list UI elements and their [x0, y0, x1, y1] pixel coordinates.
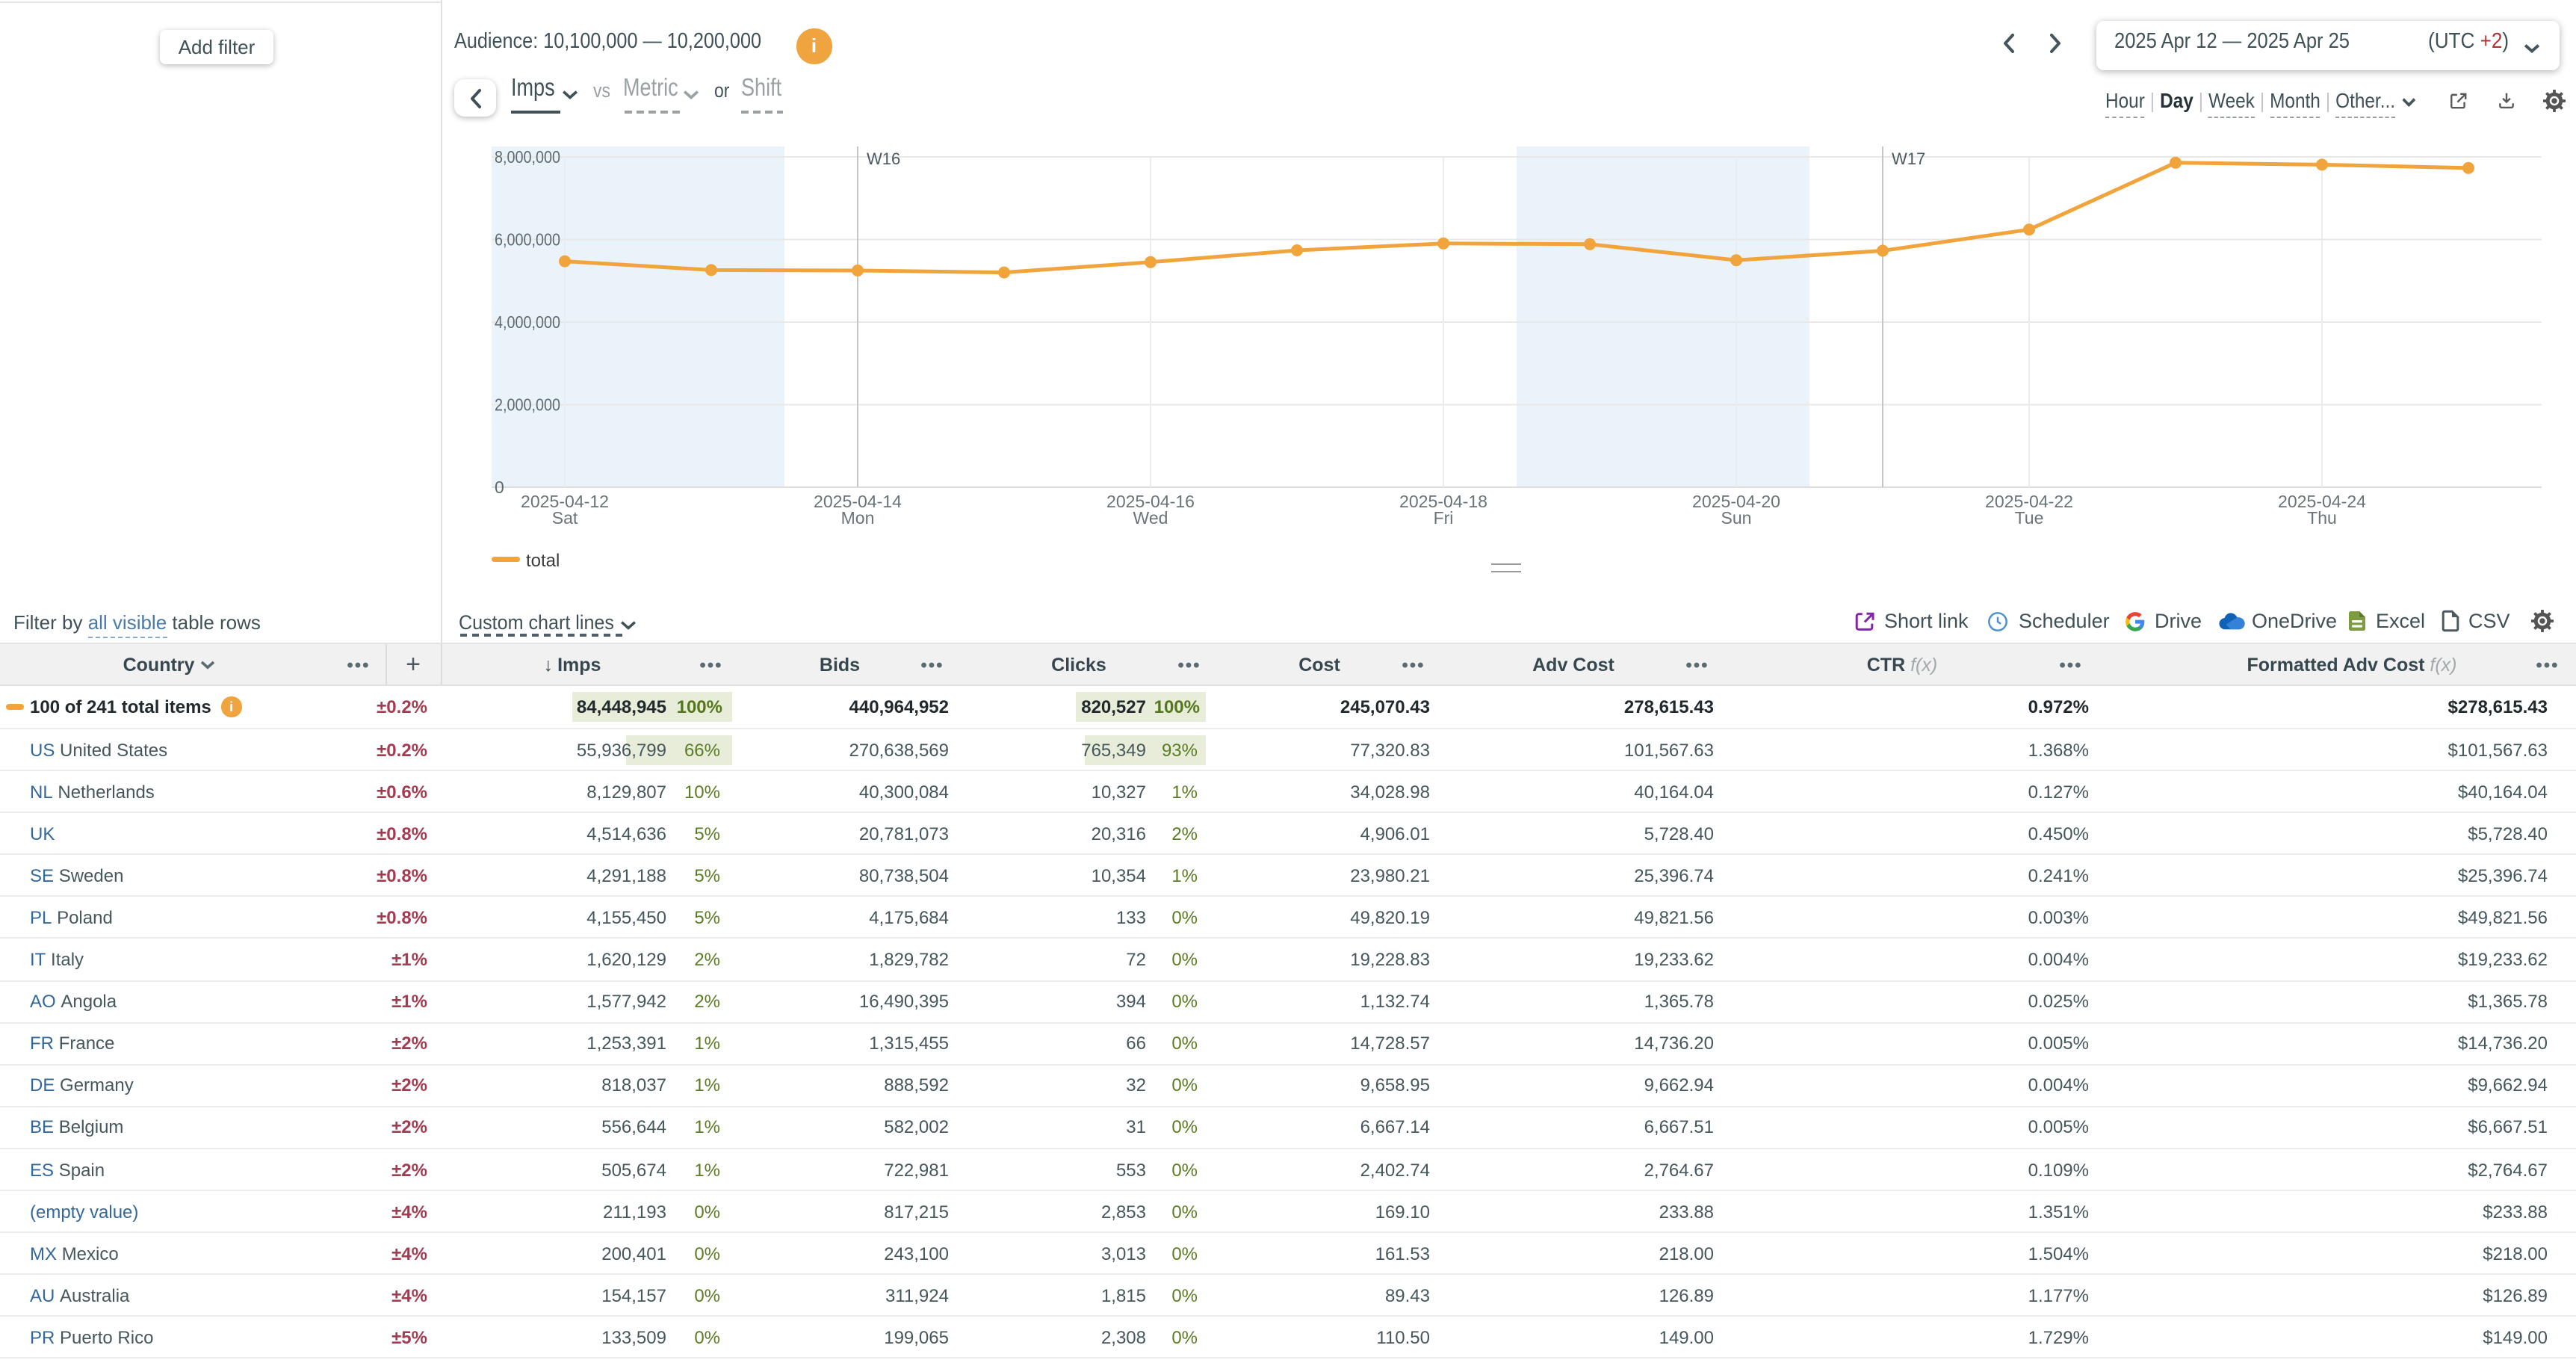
svg-text:Tue: Tue — [2015, 508, 2044, 528]
svg-text:8,000,000: 8,000,000 — [495, 147, 560, 167]
svg-text:2,000,000: 2,000,000 — [495, 395, 560, 415]
svg-text:2025-04-16: 2025-04-16 — [1106, 492, 1195, 511]
svg-text:2025-04-18: 2025-04-18 — [1399, 492, 1487, 511]
svg-text:Thu: Thu — [2307, 508, 2337, 528]
svg-text:4,000,000: 4,000,000 — [495, 312, 560, 332]
svg-text:0: 0 — [495, 477, 504, 497]
svg-text:Sun: Sun — [1721, 508, 1752, 528]
svg-text:2025-04-20: 2025-04-20 — [1692, 492, 1780, 511]
svg-text:2025-04-12: 2025-04-12 — [521, 492, 609, 511]
svg-text:Sat: Sat — [552, 508, 578, 528]
svg-text:2025-04-22: 2025-04-22 — [1985, 492, 2073, 511]
svg-text:Wed: Wed — [1133, 508, 1168, 528]
svg-text:Mon: Mon — [841, 508, 875, 528]
svg-text:W16: W16 — [867, 149, 900, 168]
svg-text:2025-04-14: 2025-04-14 — [814, 492, 902, 511]
svg-text:total: total — [526, 551, 560, 571]
svg-text:W17: W17 — [1892, 149, 1925, 168]
svg-text:Fri: Fri — [1434, 508, 1454, 528]
svg-text:6,000,000: 6,000,000 — [495, 229, 560, 249]
svg-text:2025-04-24: 2025-04-24 — [2278, 492, 2366, 511]
